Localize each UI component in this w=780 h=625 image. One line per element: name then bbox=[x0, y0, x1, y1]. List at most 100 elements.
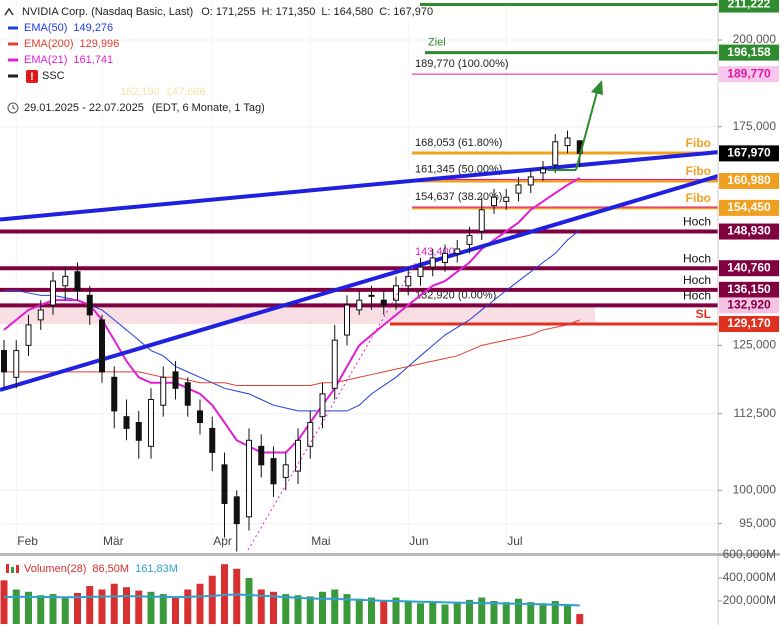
level-box-label: 167,970 bbox=[727, 146, 771, 160]
ohlc-name: O: bbox=[201, 6, 213, 18]
level-box bbox=[719, 260, 779, 277]
title-text: NVIDIA Corp. (Nasdaq Basic, Last) bbox=[22, 6, 193, 18]
level-box-label: 129,170 bbox=[727, 316, 771, 330]
x-tick-label: Mär bbox=[103, 534, 124, 548]
volume-bar bbox=[453, 603, 461, 624]
candle-body bbox=[74, 271, 81, 292]
candle-body bbox=[99, 319, 105, 373]
level-tag: Fibo bbox=[686, 164, 711, 178]
ohlc-name: L: bbox=[321, 6, 330, 18]
clock-hand bbox=[12, 105, 16, 110]
volume-bar bbox=[49, 594, 57, 624]
level-tag: Hoch bbox=[683, 273, 711, 287]
ohlc-name: C: bbox=[379, 6, 390, 18]
volume-bar bbox=[490, 601, 498, 624]
volume-bar bbox=[12, 589, 20, 624]
level-box-label: 140,760 bbox=[727, 260, 771, 274]
volume-bar bbox=[343, 594, 351, 624]
candle-body bbox=[111, 376, 118, 412]
level-box-label: 189,770 bbox=[727, 66, 771, 80]
ssc-icon-mark: ! bbox=[30, 71, 34, 83]
candle-body bbox=[25, 324, 32, 346]
candle-body bbox=[233, 496, 240, 525]
volume-ma-last: 161,83M bbox=[135, 563, 178, 575]
x-tick-label: Jun bbox=[409, 534, 428, 548]
candle-body bbox=[1, 350, 7, 373]
candle-body bbox=[50, 280, 56, 306]
candle-body bbox=[405, 275, 412, 287]
legend-value: 149,276 bbox=[73, 22, 113, 34]
volume-bar bbox=[257, 589, 265, 624]
legend-entry: EMA(200) 129,996 bbox=[24, 38, 119, 50]
volume-bar bbox=[172, 596, 179, 624]
level-box bbox=[719, 172, 779, 189]
candle-body bbox=[13, 350, 20, 378]
volume-bar bbox=[551, 601, 559, 624]
volume-tick-label: 200,000M bbox=[723, 593, 776, 607]
candle-body bbox=[123, 416, 130, 429]
level-box bbox=[719, 199, 779, 216]
volume-bar bbox=[208, 575, 216, 624]
volume-bar bbox=[368, 597, 375, 624]
y-tick-label: 100,000 bbox=[733, 482, 777, 496]
level-box-label: 136,150 bbox=[727, 282, 771, 296]
legend-name: EMA(200) bbox=[24, 38, 74, 50]
volume-bar bbox=[355, 598, 363, 624]
period-note: (EDT, 6 Monate, 1 Tag) bbox=[152, 102, 265, 114]
candle-body bbox=[491, 196, 497, 207]
candle-body bbox=[148, 399, 154, 447]
vol-icon bbox=[16, 565, 19, 573]
level-note: Ziel bbox=[428, 37, 446, 49]
candle-body bbox=[564, 137, 571, 147]
candle-body bbox=[209, 427, 216, 453]
ohlc-value: 171,350 bbox=[276, 6, 316, 18]
y-tick-label: 125,000 bbox=[733, 338, 777, 352]
indicator-line bbox=[4, 229, 581, 412]
volume-bar bbox=[123, 587, 130, 624]
candle-body bbox=[442, 252, 448, 263]
legend-value: 161,741 bbox=[73, 54, 113, 66]
level-box-label: 196,158 bbox=[727, 45, 771, 59]
collapse-icon[interactable] bbox=[4, 7, 14, 16]
period: 29.01.2025 - 22.07.2025 bbox=[24, 102, 144, 114]
x-tick-label: Apr bbox=[213, 534, 232, 548]
volume-bar bbox=[306, 596, 314, 624]
volume-bar bbox=[233, 568, 241, 624]
legend-entry: EMA(50) 149,276 bbox=[24, 22, 113, 34]
volume-title: Volumen(28) bbox=[24, 563, 86, 575]
candle-body bbox=[197, 410, 203, 424]
pane-separator bbox=[0, 553, 780, 556]
level-note: 189,770 (100.00%) bbox=[415, 58, 509, 70]
level-note: 132,920 (0.00%) bbox=[415, 289, 496, 301]
level-note: 154,637 (38.20%) bbox=[415, 191, 502, 203]
volume-bar bbox=[466, 599, 473, 624]
risk-zone bbox=[0, 305, 595, 325]
volume-bar bbox=[74, 592, 81, 624]
trendline bbox=[0, 174, 719, 392]
volume-bar bbox=[110, 583, 118, 624]
candle-body bbox=[221, 464, 228, 504]
volume-bar bbox=[417, 603, 424, 624]
candle-body bbox=[246, 439, 252, 518]
level-tag: SL bbox=[696, 307, 711, 321]
volume-bar bbox=[61, 597, 69, 624]
volume-bar bbox=[392, 597, 400, 624]
level-box-label: 211,222 bbox=[728, 0, 771, 11]
volume-tick-label: 600,000M bbox=[723, 547, 776, 561]
y-tick-label: 112,500 bbox=[734, 406, 777, 420]
price-axis-bg bbox=[718, 0, 780, 553]
legend: NVIDIA Corp. (Nasdaq Basic, Last) O: 171,2… bbox=[4, 6, 433, 575]
fib-projection bbox=[247, 261, 417, 551]
volume-bar bbox=[282, 594, 290, 624]
candle-body bbox=[515, 184, 522, 194]
level-box-label: 154,450 bbox=[727, 200, 771, 214]
y-tick-label: 200,000 bbox=[733, 32, 777, 46]
volume-bar bbox=[270, 591, 277, 624]
level-tag: Hoch bbox=[683, 215, 711, 229]
candle-body bbox=[368, 294, 375, 297]
volume-bar bbox=[196, 583, 204, 624]
candle-body bbox=[344, 304, 350, 336]
level-tag: Hoch bbox=[683, 251, 711, 265]
